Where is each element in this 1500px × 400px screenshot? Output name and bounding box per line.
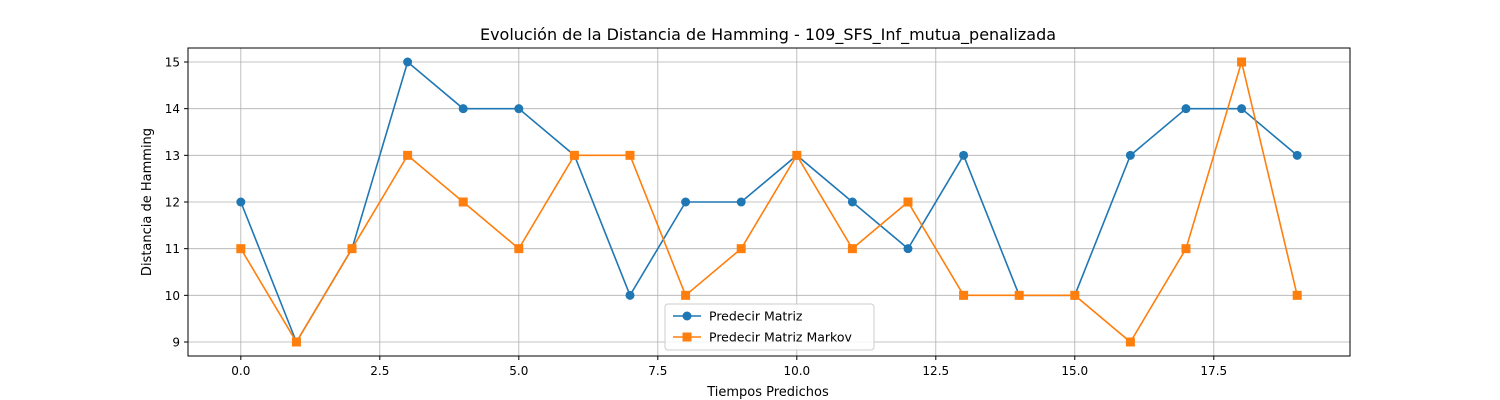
plot-frame: [187, 47, 1351, 357]
data-point: [625, 290, 635, 300]
x-tick-label: 12.5: [922, 364, 949, 378]
x-tick-label: 15.0: [1061, 364, 1088, 378]
data-point: [1125, 150, 1135, 160]
data-point: [1014, 290, 1024, 300]
data-point: [1181, 244, 1191, 254]
data-point: [681, 290, 691, 300]
data-point: [959, 290, 969, 300]
data-point: [514, 244, 524, 254]
grid: [188, 48, 1350, 356]
data-point: [514, 104, 524, 114]
legend-label: Predecir Matriz Markov: [709, 330, 852, 345]
y-axis-label: Distancia de Hamming: [140, 128, 155, 276]
data-point: [625, 150, 635, 160]
legend-label: Predecir Matriz: [709, 309, 803, 324]
data-point: [347, 244, 357, 254]
data-point: [681, 197, 691, 207]
data-point: [1181, 104, 1191, 114]
y-axis-ticks: 9 10 11 12 13 14 15: [165, 56, 188, 350]
legend-box: [664, 303, 875, 351]
data-point: [236, 197, 246, 207]
data-point: [1292, 150, 1302, 160]
data-point: [847, 244, 857, 254]
legend-marker: [682, 332, 692, 342]
x-tick-label: 2.5: [370, 364, 389, 378]
data-point: [403, 150, 413, 160]
series-line: [240, 60, 1298, 344]
data-point: [1292, 290, 1302, 300]
x-tick-label: 10.0: [783, 364, 810, 378]
x-tick-label: 0.0: [231, 364, 250, 378]
data-point: [903, 244, 913, 254]
y-tick-label: 9: [172, 336, 180, 350]
y-tick-label: 14: [165, 102, 180, 116]
data-point: [1237, 104, 1247, 114]
data-point: [1237, 57, 1247, 67]
data-point: [1125, 337, 1135, 347]
y-tick-label: 13: [165, 149, 180, 163]
data-point: [236, 244, 246, 254]
x-tick-label: 17.5: [1200, 364, 1227, 378]
data-point: [403, 57, 413, 67]
series-2: [236, 57, 1302, 347]
data-point: [959, 150, 969, 160]
data-point: [903, 197, 913, 207]
series-line: [240, 58, 1298, 344]
data-point: [458, 104, 468, 114]
data-point: [569, 150, 579, 160]
legend-entry: Predecir Matriz: [673, 309, 803, 324]
y-tick-label: 12: [165, 196, 180, 210]
legend: Predecir Matriz Predecir Matriz Markov: [664, 303, 875, 351]
data-point: [1070, 290, 1080, 300]
data-point: [736, 197, 746, 207]
y-tick-label: 11: [165, 242, 180, 256]
x-axis-label: Tiempos Predichos: [706, 385, 829, 400]
y-tick-label: 10: [165, 289, 180, 303]
x-tick-label: 7.5: [648, 364, 667, 378]
chart-title: Evolución de la Distancia de Hamming - 1…: [480, 25, 1056, 45]
data-point: [736, 244, 746, 254]
legend-marker: [682, 311, 692, 321]
data-point: [847, 197, 857, 207]
series-1: [236, 57, 1302, 347]
legend-entry: Predecir Matriz Markov: [673, 330, 852, 345]
data-point: [291, 337, 301, 347]
x-axis-ticks: 0.0 2.5 5.0 7.5 10.0 12.5 15.0 17.5: [231, 356, 1227, 378]
series-layer: [236, 57, 1302, 347]
data-point: [458, 197, 468, 207]
y-tick-label: 15: [165, 56, 180, 70]
data-point: [792, 150, 802, 160]
x-tick-label: 5.0: [509, 364, 528, 378]
